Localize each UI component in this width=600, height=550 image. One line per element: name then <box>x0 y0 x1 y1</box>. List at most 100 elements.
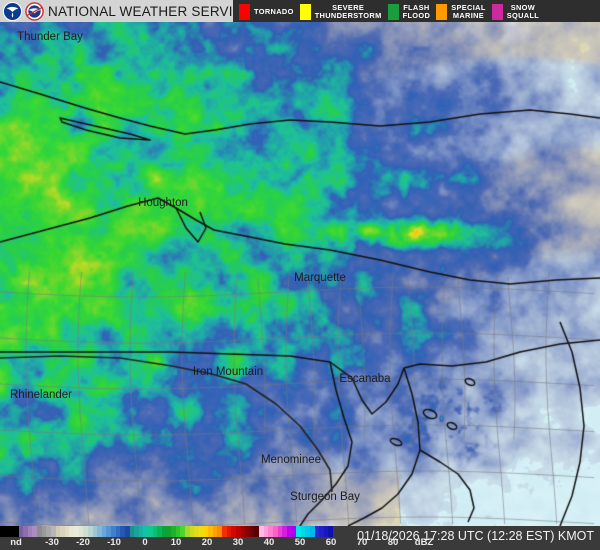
radar-map[interactable]: Thunder Bay Houghton Marquette Iron Mountai… <box>0 22 600 526</box>
scale-tick-label: dBZ <box>414 537 434 548</box>
scale-color-step <box>212 526 218 537</box>
scale-color-step <box>4 526 10 537</box>
scale-color-step <box>328 526 333 537</box>
scale-color-step <box>189 526 195 537</box>
scale-tick-label: -20 <box>76 537 90 548</box>
scale-color-step <box>263 526 269 537</box>
snow-squall-color-swatch <box>491 4 503 20</box>
scale-color-step <box>282 526 287 537</box>
alert-legend: TORNADO SEVERE THUNDERSTORM FLASH FLOOD … <box>233 0 600 24</box>
scale-tick-label: -10 <box>107 537 121 548</box>
alert-legend-label: FLASH FLOOD <box>402 2 431 20</box>
radar-timestamp: 01/18/2026 17:28 UTC (12:28 EST) KMOT <box>357 529 594 543</box>
radar-reflectivity-layer[interactable] <box>0 22 600 526</box>
scale-tick-label: -30 <box>45 537 59 548</box>
scale-color-step <box>69 526 74 537</box>
scale-color-step <box>129 526 135 537</box>
scale-color-step <box>83 526 88 537</box>
scale-color-step <box>92 526 98 537</box>
scale-color-step <box>309 526 315 537</box>
dbz-scale-ticks: nd -30 -20 -10 0 10 20 30 40 50 60 70 80 dBZ <box>0 537 433 550</box>
scale-color-step <box>148 526 153 537</box>
scale-tick-label: nd <box>10 537 22 548</box>
scale-color-step <box>235 526 241 537</box>
scale-color-step <box>277 526 283 537</box>
scale-color-step <box>286 526 292 537</box>
alert-legend-item-tornado[interactable]: TORNADO <box>233 0 294 24</box>
scale-color-step <box>138 526 144 537</box>
scale-color-step <box>27 526 33 537</box>
scale-color-step <box>198 526 204 537</box>
scale-color-step <box>46 526 51 537</box>
scale-color-step <box>74 526 79 537</box>
scale-color-step <box>185 526 190 537</box>
nws-title: NATIONAL WEATHER SERVICE <box>48 3 252 19</box>
scale-color-step <box>111 526 116 537</box>
scale-color-step <box>254 526 259 537</box>
scale-color-step <box>217 526 222 537</box>
alert-legend-item-special-marine[interactable]: SPECIAL MARINE <box>430 0 485 24</box>
scale-color-step <box>41 526 47 537</box>
scale-color-step <box>50 526 56 537</box>
scale-color-step <box>249 526 255 537</box>
scale-tick-label: 40 <box>263 537 275 548</box>
scale-color-step <box>78 526 84 537</box>
scale-color-step <box>120 526 125 537</box>
scale-color-step <box>87 526 93 537</box>
scale-color-step <box>300 526 306 537</box>
scale-color-step <box>32 526 37 537</box>
scale-color-step <box>64 526 70 537</box>
scale-tick-label: 60 <box>325 537 337 548</box>
scale-tick-label: 30 <box>232 537 244 548</box>
alert-legend-item-flash-flood[interactable]: FLASH FLOOD <box>382 0 431 24</box>
scale-color-step <box>323 526 329 537</box>
scale-color-step <box>296 526 301 537</box>
scale-color-step <box>124 526 130 537</box>
scale-color-step <box>272 526 278 537</box>
tornado-color-swatch <box>239 4 250 20</box>
scale-color-step <box>208 526 213 537</box>
severe-thunderstorm-color-swatch <box>299 4 311 20</box>
scale-color-step <box>37 526 42 537</box>
scale-color-step <box>291 526 296 537</box>
alert-legend-item-severe-thunderstorm[interactable]: SEVERE THUNDERSTORM <box>294 0 382 24</box>
scale-tick-label: 10 <box>170 537 182 548</box>
noaa-logo <box>3 1 22 21</box>
scale-color-step <box>175 526 181 537</box>
scale-color-step <box>180 526 185 537</box>
scale-color-step <box>18 526 24 537</box>
scale-color-step <box>226 526 232 537</box>
scale-color-step <box>314 526 320 537</box>
nws-logo <box>25 1 44 21</box>
scale-color-step <box>9 526 14 537</box>
nws-branding[interactable]: NATIONAL WEATHER SERVICE <box>0 0 252 22</box>
alert-legend-label: SEVERE THUNDERSTORM <box>314 2 382 20</box>
scale-color-step <box>203 526 209 537</box>
scale-color-step <box>134 526 139 537</box>
scale-color-step <box>0 526 5 537</box>
scale-color-step <box>231 526 236 537</box>
scale-color-step <box>55 526 61 537</box>
scale-color-step <box>143 526 148 537</box>
scale-color-step <box>166 526 172 537</box>
scale-tick-label: 20 <box>201 537 213 548</box>
scale-color-step <box>13 526 19 537</box>
scale-color-step <box>60 526 65 537</box>
scale-color-step <box>161 526 167 537</box>
scale-color-step <box>259 526 264 537</box>
header-bar: NATIONAL WEATHER SERVICE TORNADO SEVERE … <box>0 0 600 24</box>
scale-tick-label: 80 <box>387 537 399 548</box>
alert-legend-label: SNOW SQUALL <box>506 2 540 20</box>
scale-color-step <box>268 526 273 537</box>
scale-color-step <box>240 526 246 537</box>
scale-color-step <box>157 526 162 537</box>
scale-color-step <box>222 526 227 537</box>
scale-color-step <box>194 526 199 537</box>
alert-legend-label: TORNADO <box>254 6 294 16</box>
dbz-color-scale <box>0 526 334 537</box>
alert-legend-item-snow-squall[interactable]: SNOW SQUALL <box>486 0 539 24</box>
scale-color-step <box>305 526 310 537</box>
scale-tick-label: 50 <box>294 537 306 548</box>
scale-tick-label: 70 <box>356 537 368 548</box>
